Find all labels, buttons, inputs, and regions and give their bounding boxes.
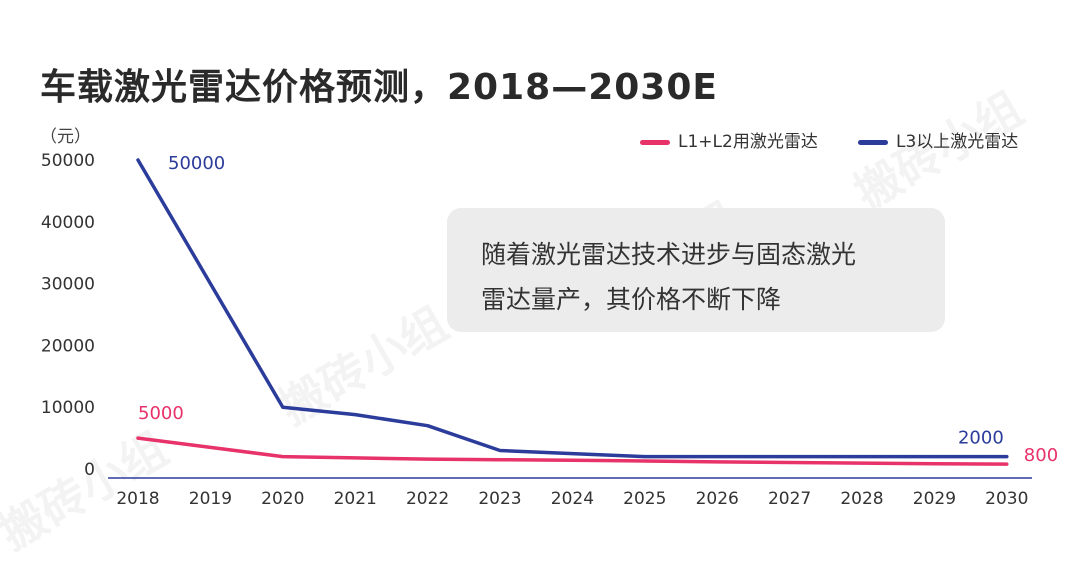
x-tick-label: 2025: [623, 489, 666, 509]
x-tick-label: 2026: [696, 489, 739, 509]
x-tick-label: 2028: [840, 489, 883, 509]
series-line-l3: [136, 158, 1009, 459]
x-tick-label: 2024: [551, 489, 594, 509]
x-tick-label: 2019: [189, 489, 232, 509]
y-tick-label: 10000: [41, 398, 95, 418]
y-tick-label: 0: [84, 460, 95, 480]
data-label: 50000: [168, 153, 225, 174]
x-tick-label: 2023: [478, 489, 521, 509]
y-axis-unit-label: （元）: [40, 127, 91, 147]
legend-label-l1-l2: L1+L2用激光雷达: [678, 132, 818, 152]
annotation-box: 随着激光雷达技术进步与固态激光 雷达量产，其价格不断下降: [447, 208, 945, 332]
series-line-l1-l2: [136, 436, 1009, 466]
annotation-line-2: 雷达量产，其价格不断下降: [481, 285, 782, 314]
legend-item-l3: L3以上激光雷达: [858, 127, 1018, 152]
y-tick-label: 20000: [41, 336, 95, 356]
chart-title: 车载激光雷达价格预测，2018—2030E: [40, 67, 718, 108]
annotation-line-1: 随着激光雷达技术进步与固态激光: [481, 240, 857, 269]
x-tick-label: 2021: [334, 489, 377, 509]
x-tick-label: 2027: [768, 489, 811, 509]
legend-swatch-l1-l2: [640, 139, 670, 145]
y-tick-label: 50000: [41, 151, 95, 171]
x-tick-label: 2022: [406, 489, 449, 509]
x-tick-label: 2020: [261, 489, 304, 509]
legend-swatch-l3: [858, 139, 888, 145]
legend-label-l3: L3以上激光雷达: [896, 132, 1019, 152]
legend-item-l1-l2: L1+L2用激光雷达: [640, 127, 818, 152]
data-label: 2000: [958, 428, 1004, 449]
x-tick-label: 2030: [985, 489, 1028, 509]
x-tick-label: 2018: [116, 489, 159, 509]
y-tick-label: 40000: [41, 213, 95, 233]
y-tick-label: 30000: [41, 275, 95, 295]
x-tick-label: 2029: [913, 489, 956, 509]
data-label: 5000: [138, 403, 184, 424]
data-label: 800: [1024, 445, 1058, 466]
